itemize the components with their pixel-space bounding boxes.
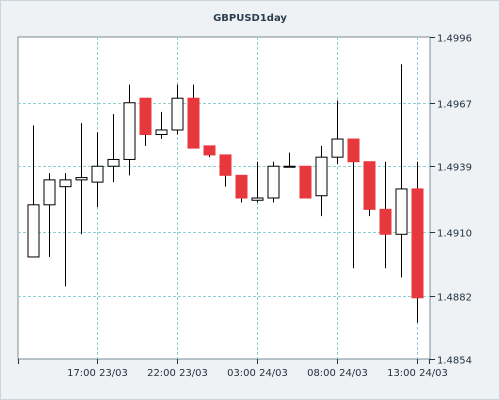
candle-body-down (379, 208, 392, 235)
candle-body-down (235, 174, 248, 199)
candle-body-up (315, 156, 328, 197)
candle-body-up (59, 179, 72, 188)
x-tick-label: 08:00 24/03 (307, 368, 368, 379)
candle-body-up (91, 165, 104, 183)
candles (27, 64, 424, 323)
candle-body-down (363, 161, 376, 210)
candle-body-up (171, 97, 184, 131)
x-tick-label: 03:00 24/03 (227, 368, 288, 379)
candle-body-up (107, 158, 120, 167)
y-tick-label: 1.4882 (437, 293, 472, 304)
candle-body-up (251, 197, 264, 201)
candle-body-down (139, 97, 152, 136)
candle-body-up (331, 138, 344, 158)
candle-body-down (219, 154, 232, 176)
candle-body-down (203, 145, 216, 156)
candle-body-down (299, 165, 312, 199)
chart-title: GBPUSD1day (213, 13, 287, 24)
x-axis: 17:00 23/03 22:00 23/03 03:00 24/03 08:00 2… (18, 359, 448, 379)
candle-body-up (27, 204, 40, 258)
candle-body-up (395, 188, 408, 235)
x-tick-label: 13:00 24/03 (387, 368, 448, 379)
y-tick-label: 1.4854 (437, 356, 472, 367)
x-tick-label: 22:00 23/03 (147, 368, 208, 379)
y-tick-label: 1.4939 (437, 163, 472, 174)
candle-body-up (43, 179, 56, 206)
candle-body-up (155, 129, 168, 136)
y-tick-label: 1.4967 (437, 100, 472, 111)
candle-body-down (187, 97, 200, 149)
candle-body-down (347, 138, 360, 163)
y-tick-label: 1.4996 (437, 34, 472, 45)
y-axis: 1.4996 1.4967 1.4939 1.4910 1.4882 1.4854 (430, 34, 472, 367)
plot-area (17, 36, 431, 360)
candle-body-down (411, 188, 424, 299)
y-tick-label: 1.4910 (437, 229, 472, 240)
candle-body-up (123, 102, 136, 160)
x-tick-label: 17:00 23/03 (67, 368, 128, 379)
candle-body-up (75, 177, 88, 181)
candle-body-up (267, 165, 280, 199)
candle-body-up (283, 165, 296, 168)
